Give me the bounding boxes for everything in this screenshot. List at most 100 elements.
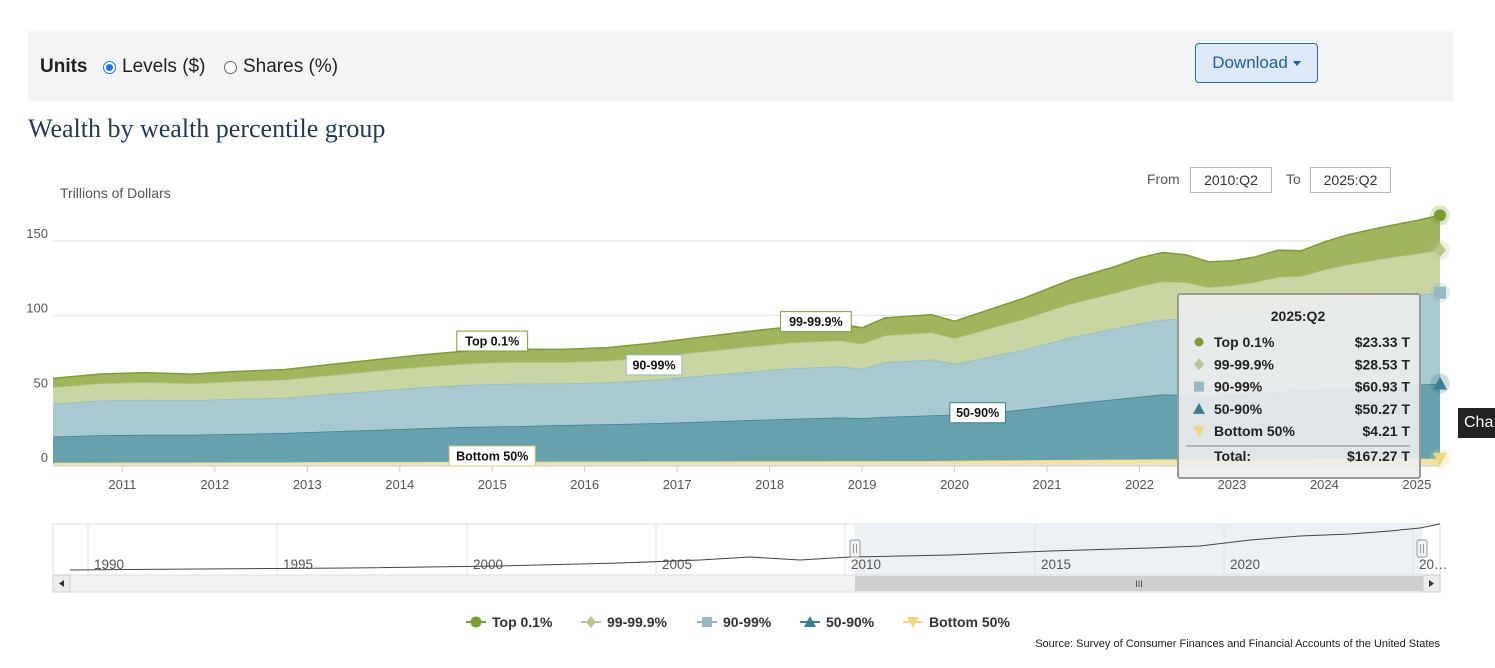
- x-tick-label: 2023: [1217, 477, 1246, 492]
- units-label: Units: [40, 56, 88, 77]
- x-tick-label: 2013: [293, 477, 322, 492]
- annotation-text: Bottom 50%: [456, 450, 528, 464]
- legend-item[interactable]: Top 0.1%: [466, 614, 553, 630]
- navigator-tick-label: 2005: [662, 557, 692, 572]
- legend-item[interactable]: 90-99%: [697, 614, 772, 630]
- x-tick-label: 2022: [1125, 477, 1154, 492]
- annotation-text: 99-99.9%: [789, 315, 843, 329]
- x-tick-label: 2012: [200, 477, 229, 492]
- y-tick-label: 100: [26, 301, 48, 316]
- annotation-box: [625, 354, 683, 376]
- navigator-handle[interactable]: [1416, 539, 1428, 558]
- legend-item[interactable]: 50-90%: [800, 614, 875, 630]
- tooltip-row-value: $60.93 T: [1355, 379, 1411, 395]
- download-button[interactable]: Download: [1195, 43, 1318, 83]
- tooltip-title: 2025:Q2: [1271, 308, 1326, 324]
- tooltip-triangle-icon: [1193, 402, 1205, 414]
- scrollbar-thumb[interactable]: [855, 576, 1423, 591]
- tooltip-row-name: 90-99%: [1214, 379, 1263, 395]
- x-tick-label: 2011: [108, 477, 136, 492]
- legend-label: 90-99%: [723, 614, 772, 630]
- chart-side-tab[interactable]: Cha: [1458, 408, 1495, 438]
- x-tick-label: 2015: [478, 477, 507, 492]
- levels-radio-option[interactable]: Levels ($): [103, 56, 205, 78]
- 50-90-marker: [1433, 376, 1447, 390]
- tooltip-total-value: $167.27 T: [1347, 448, 1410, 464]
- y-tick-label: 50: [34, 375, 48, 390]
- 99-99.9-area: [53, 250, 1440, 404]
- navigator-tick-label: 2010: [851, 557, 881, 572]
- legend-label: 99-99.9%: [607, 614, 667, 630]
- source-note: Source: Survey of Consumer Finances and …: [1035, 638, 1440, 650]
- shares-radio[interactable]: [224, 60, 237, 74]
- tooltip-total-label: Total:: [1214, 448, 1251, 464]
- tooltip-row-value: $23.33 T: [1355, 334, 1411, 350]
- arrow-left-icon: [59, 580, 64, 587]
- to-input[interactable]: 2025:Q2: [1310, 167, 1391, 193]
- navigator-tick-label: 2000: [473, 557, 503, 572]
- tooltip: 2025:Q2 Top 0.1% $23.33 T 99-99.9% $28.53 T 9…: [1177, 293, 1421, 479]
- to-label: To: [1286, 171, 1301, 187]
- navigator-handle-box[interactable]: [1416, 539, 1428, 558]
- legend-square-icon: [702, 617, 712, 627]
- x-tick-label: 2016: [570, 477, 599, 492]
- navigator-series-line: [69, 523, 1441, 571]
- 90-99-marker: [1434, 286, 1446, 299]
- y-tick-label: 150: [26, 226, 48, 241]
- x-tick-label: 2014: [385, 477, 414, 492]
- y-axis-label: Trillions of Dollars: [60, 185, 171, 201]
- from-label: From: [1147, 171, 1180, 187]
- x-tick-label: 2018: [755, 477, 784, 492]
- download-label: Download: [1212, 53, 1288, 72]
- navigator-tick-label: 1995: [283, 557, 313, 572]
- tooltip-row-value: $50.27 T: [1355, 401, 1411, 417]
- annotation-label: 50-90%: [949, 402, 1006, 424]
- legend-diamond-icon: [586, 616, 596, 628]
- tooltip-row-value: $4.21 T: [1363, 423, 1411, 439]
- navigator-handle-box[interactable]: [849, 539, 861, 558]
- scrollbar-grip-icon: III: [1135, 579, 1143, 589]
- annotation-box: [949, 402, 1006, 424]
- navigator-tick-label: 2015: [1041, 557, 1071, 572]
- tooltip-triangle-down-icon: [1193, 426, 1205, 438]
- legend-item[interactable]: Bottom 50%: [903, 614, 1010, 630]
- legend-label: Bottom 50%: [929, 614, 1010, 630]
- 90-99-area: [53, 292, 1440, 437]
- legend-triangle-icon: [804, 616, 816, 627]
- tooltip-row-name: 99-99.9%: [1214, 356, 1274, 372]
- legend-triangle-down-icon: [907, 617, 919, 628]
- x-tick-label: 2024: [1310, 477, 1339, 492]
- annotation-text: 50-90%: [956, 406, 999, 420]
- legend-label: Top 0.1%: [492, 614, 553, 630]
- tooltip-box: [1177, 293, 1421, 479]
- legend-circle-icon: [470, 616, 482, 628]
- navigator-tick-label: 2020: [1230, 557, 1260, 572]
- x-tick-label: 2019: [848, 477, 877, 492]
- annotation-box: [456, 330, 529, 352]
- annotation-box: [779, 311, 852, 333]
- annotation-text: Top 0.1%: [465, 335, 519, 349]
- 50-90-area: [53, 383, 1440, 463]
- tooltip-row-value: $28.53 T: [1355, 356, 1411, 372]
- navigator-tick-label: 1990: [94, 557, 124, 572]
- legend-item[interactable]: 99-99.9%: [581, 614, 667, 630]
- units-bar: Units Levels ($) Shares (%) Download: [28, 31, 1453, 101]
- navigator-handle[interactable]: [849, 539, 861, 558]
- levels-radio[interactable]: [103, 60, 116, 74]
- top-0.1-marker: [1434, 209, 1446, 222]
- arrow-right-icon: [1429, 580, 1434, 587]
- tooltip-row-name: Top 0.1%: [1214, 334, 1275, 350]
- caret-down-icon: [1292, 60, 1301, 66]
- y-tick-label: 0: [41, 450, 48, 465]
- tooltip-circle-icon: [1194, 337, 1204, 347]
- tooltip-square-icon: [1194, 381, 1204, 392]
- shares-radio-option[interactable]: Shares (%): [224, 56, 338, 78]
- from-input[interactable]: 2010:Q2: [1190, 167, 1272, 193]
- levels-label: Levels ($): [122, 56, 206, 77]
- annotation-label: 99-99.9%: [779, 311, 852, 333]
- top-0.1-line: [52, 214, 1441, 380]
- tooltip-diamond-icon: [1194, 358, 1204, 371]
- x-tick-label: 2017: [663, 477, 692, 492]
- navigator-tick-label: 20…: [1419, 557, 1448, 572]
